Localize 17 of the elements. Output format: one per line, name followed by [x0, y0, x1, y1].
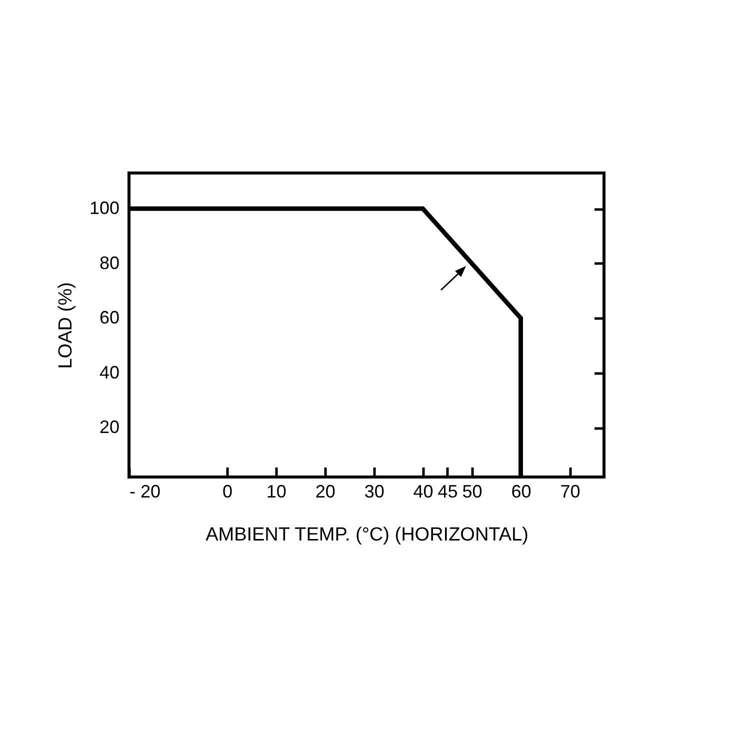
y-tick-label: 40	[99, 362, 120, 382]
x-tick-label: 60	[511, 482, 532, 502]
y-tick-label: 20	[99, 417, 120, 438]
y-tick-label: 80	[99, 252, 120, 273]
x-axis-title: AMBIENT TEMP. (°C) (HORIZONTAL)	[206, 524, 528, 546]
y-axis-title: LOAD (%)	[55, 282, 76, 369]
x-tick-label: 0	[222, 482, 232, 502]
x-tick-label: 70	[560, 482, 580, 502]
y-tick-label: 60	[99, 308, 120, 328]
x-tick-label: 40	[413, 482, 434, 502]
y-tick-label: 100	[89, 198, 120, 218]
x-tick-label: - 20	[130, 482, 161, 502]
x-tick-label: 10	[266, 482, 286, 502]
x-tick-label: 45	[438, 482, 458, 502]
x-tick-label: 20	[315, 482, 336, 502]
x-tick-label: 50	[462, 482, 482, 502]
x-tick-label: 30	[364, 482, 384, 502]
